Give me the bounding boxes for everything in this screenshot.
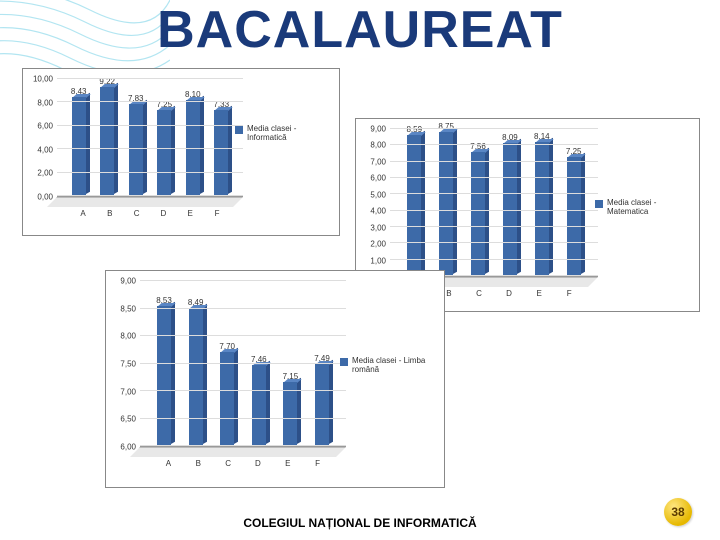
chart2-plot: 8,598,757,568,098,147,25 — [390, 129, 598, 277]
legend-label: Media clasei - Informatică — [247, 125, 325, 143]
y-tick-label: 8,00 — [120, 332, 136, 341]
y-tick-label: 7,00 — [370, 157, 386, 166]
x-tick-label: D — [150, 209, 177, 218]
y-tick-label: 8,50 — [120, 304, 136, 313]
y-tick-label: 9,00 — [120, 277, 136, 286]
chart1-legend: Media clasei - Informatică — [235, 125, 325, 143]
x-tick-label: D — [494, 289, 524, 298]
chart2-bars: 8,598,757,568,098,147,25 — [390, 129, 598, 276]
x-tick-label: C — [123, 209, 150, 218]
y-tick-label: 1,00 — [370, 256, 386, 265]
chart3-bars: 8,538,497,707,467,157,49 — [140, 281, 346, 446]
x-tick-label: C — [464, 289, 494, 298]
x-tick-label: E — [273, 459, 303, 468]
legend-swatch — [340, 358, 348, 366]
x-tick-label: C — [213, 459, 243, 468]
y-tick-label: 3,00 — [370, 223, 386, 232]
x-tick-label: F — [554, 289, 584, 298]
y-tick-label: 9,00 — [370, 125, 386, 134]
y-tick-label: 6,00 — [37, 122, 53, 131]
bar: 8,43 — [64, 87, 93, 196]
chart3-floor — [130, 447, 346, 457]
y-tick-label: 7,00 — [120, 387, 136, 396]
y-tick-label: 6,00 — [120, 443, 136, 452]
chart-informatica: 0,00 2,00 4,00 6,00 8,00 10,00 8,439,227,837,… — [22, 68, 340, 236]
chart1-plot: 8,439,227,837,258,107,33 — [57, 79, 243, 197]
bar: 7,25 — [558, 147, 590, 276]
y-tick-label: 0,00 — [37, 193, 53, 202]
chart-romana: 6,00 6,50 7,00 7,50 8,00 8,50 9,00 8,538,497,7… — [105, 270, 445, 488]
bar: 8,10 — [179, 90, 208, 196]
bar: 7,70 — [211, 342, 243, 446]
page-number-badge: 38 — [664, 498, 692, 526]
bar: 9,22 — [93, 77, 122, 196]
chart1-bars: 8,439,227,837,258,107,33 — [57, 79, 243, 196]
chart1-x-labels: ABCDEF — [57, 209, 243, 218]
x-tick-label: F — [204, 209, 231, 218]
x-tick-label: B — [183, 459, 213, 468]
chart3-y-ticks: 6,006,507,007,508,008,509,00 — [108, 281, 138, 447]
x-tick-label: E — [524, 289, 554, 298]
chart1-y-ticks: 0,002,004,006,008,0010,00 — [25, 79, 55, 197]
legend-label: Media clasei - Matematica — [607, 199, 685, 217]
x-tick-label: A — [70, 209, 97, 218]
y-tick-label: 4,00 — [37, 145, 53, 154]
y-tick-label: 5,00 — [370, 190, 386, 199]
y-tick-label: 2,00 — [370, 240, 386, 249]
y-tick-label: 10,00 — [33, 75, 53, 84]
y-tick-label: 4,00 — [370, 207, 386, 216]
y-tick-label: 7,50 — [120, 360, 136, 369]
bar: 8,49 — [180, 298, 212, 446]
x-tick-label: A — [154, 459, 184, 468]
y-tick-label: 8,00 — [370, 141, 386, 150]
bar: 7,15 — [275, 372, 307, 446]
chart3-plot: 8,538,497,707,467,157,49 — [140, 281, 346, 447]
x-tick-label: B — [96, 209, 123, 218]
legend-swatch — [235, 126, 243, 134]
chart2-legend: Media clasei - Matematica — [595, 199, 685, 217]
bar: 8,09 — [494, 133, 526, 276]
legend-label: Media clasei - Limba română — [352, 357, 430, 375]
chart2-y-ticks: 0,001,002,003,004,005,006,007,008,009,00 — [358, 129, 388, 277]
legend-swatch — [595, 200, 603, 208]
y-tick-label: 2,00 — [37, 169, 53, 178]
chart1-floor — [47, 197, 243, 207]
footer-text: COLEGIUL NAȚIONAL DE INFORMATICĂ — [0, 516, 720, 530]
chart3-legend: Media clasei - Limba română — [340, 357, 430, 375]
y-tick-label: 8,00 — [37, 98, 53, 107]
y-tick-label: 6,00 — [370, 174, 386, 183]
bar: 8,14 — [526, 132, 558, 276]
y-tick-label: 6,50 — [120, 415, 136, 424]
slide-title: BACALAUREAT — [0, 0, 720, 60]
x-tick-label: D — [243, 459, 273, 468]
bar: 7,49 — [306, 354, 338, 446]
bar: 8,59 — [398, 125, 430, 276]
bar: 7,83 — [121, 94, 150, 196]
chart3-x-labels: ABCDEF — [140, 459, 346, 468]
x-tick-label: E — [177, 209, 204, 218]
bar: 8,53 — [148, 296, 180, 446]
bar: 7,46 — [243, 355, 275, 446]
x-tick-label: F — [303, 459, 333, 468]
